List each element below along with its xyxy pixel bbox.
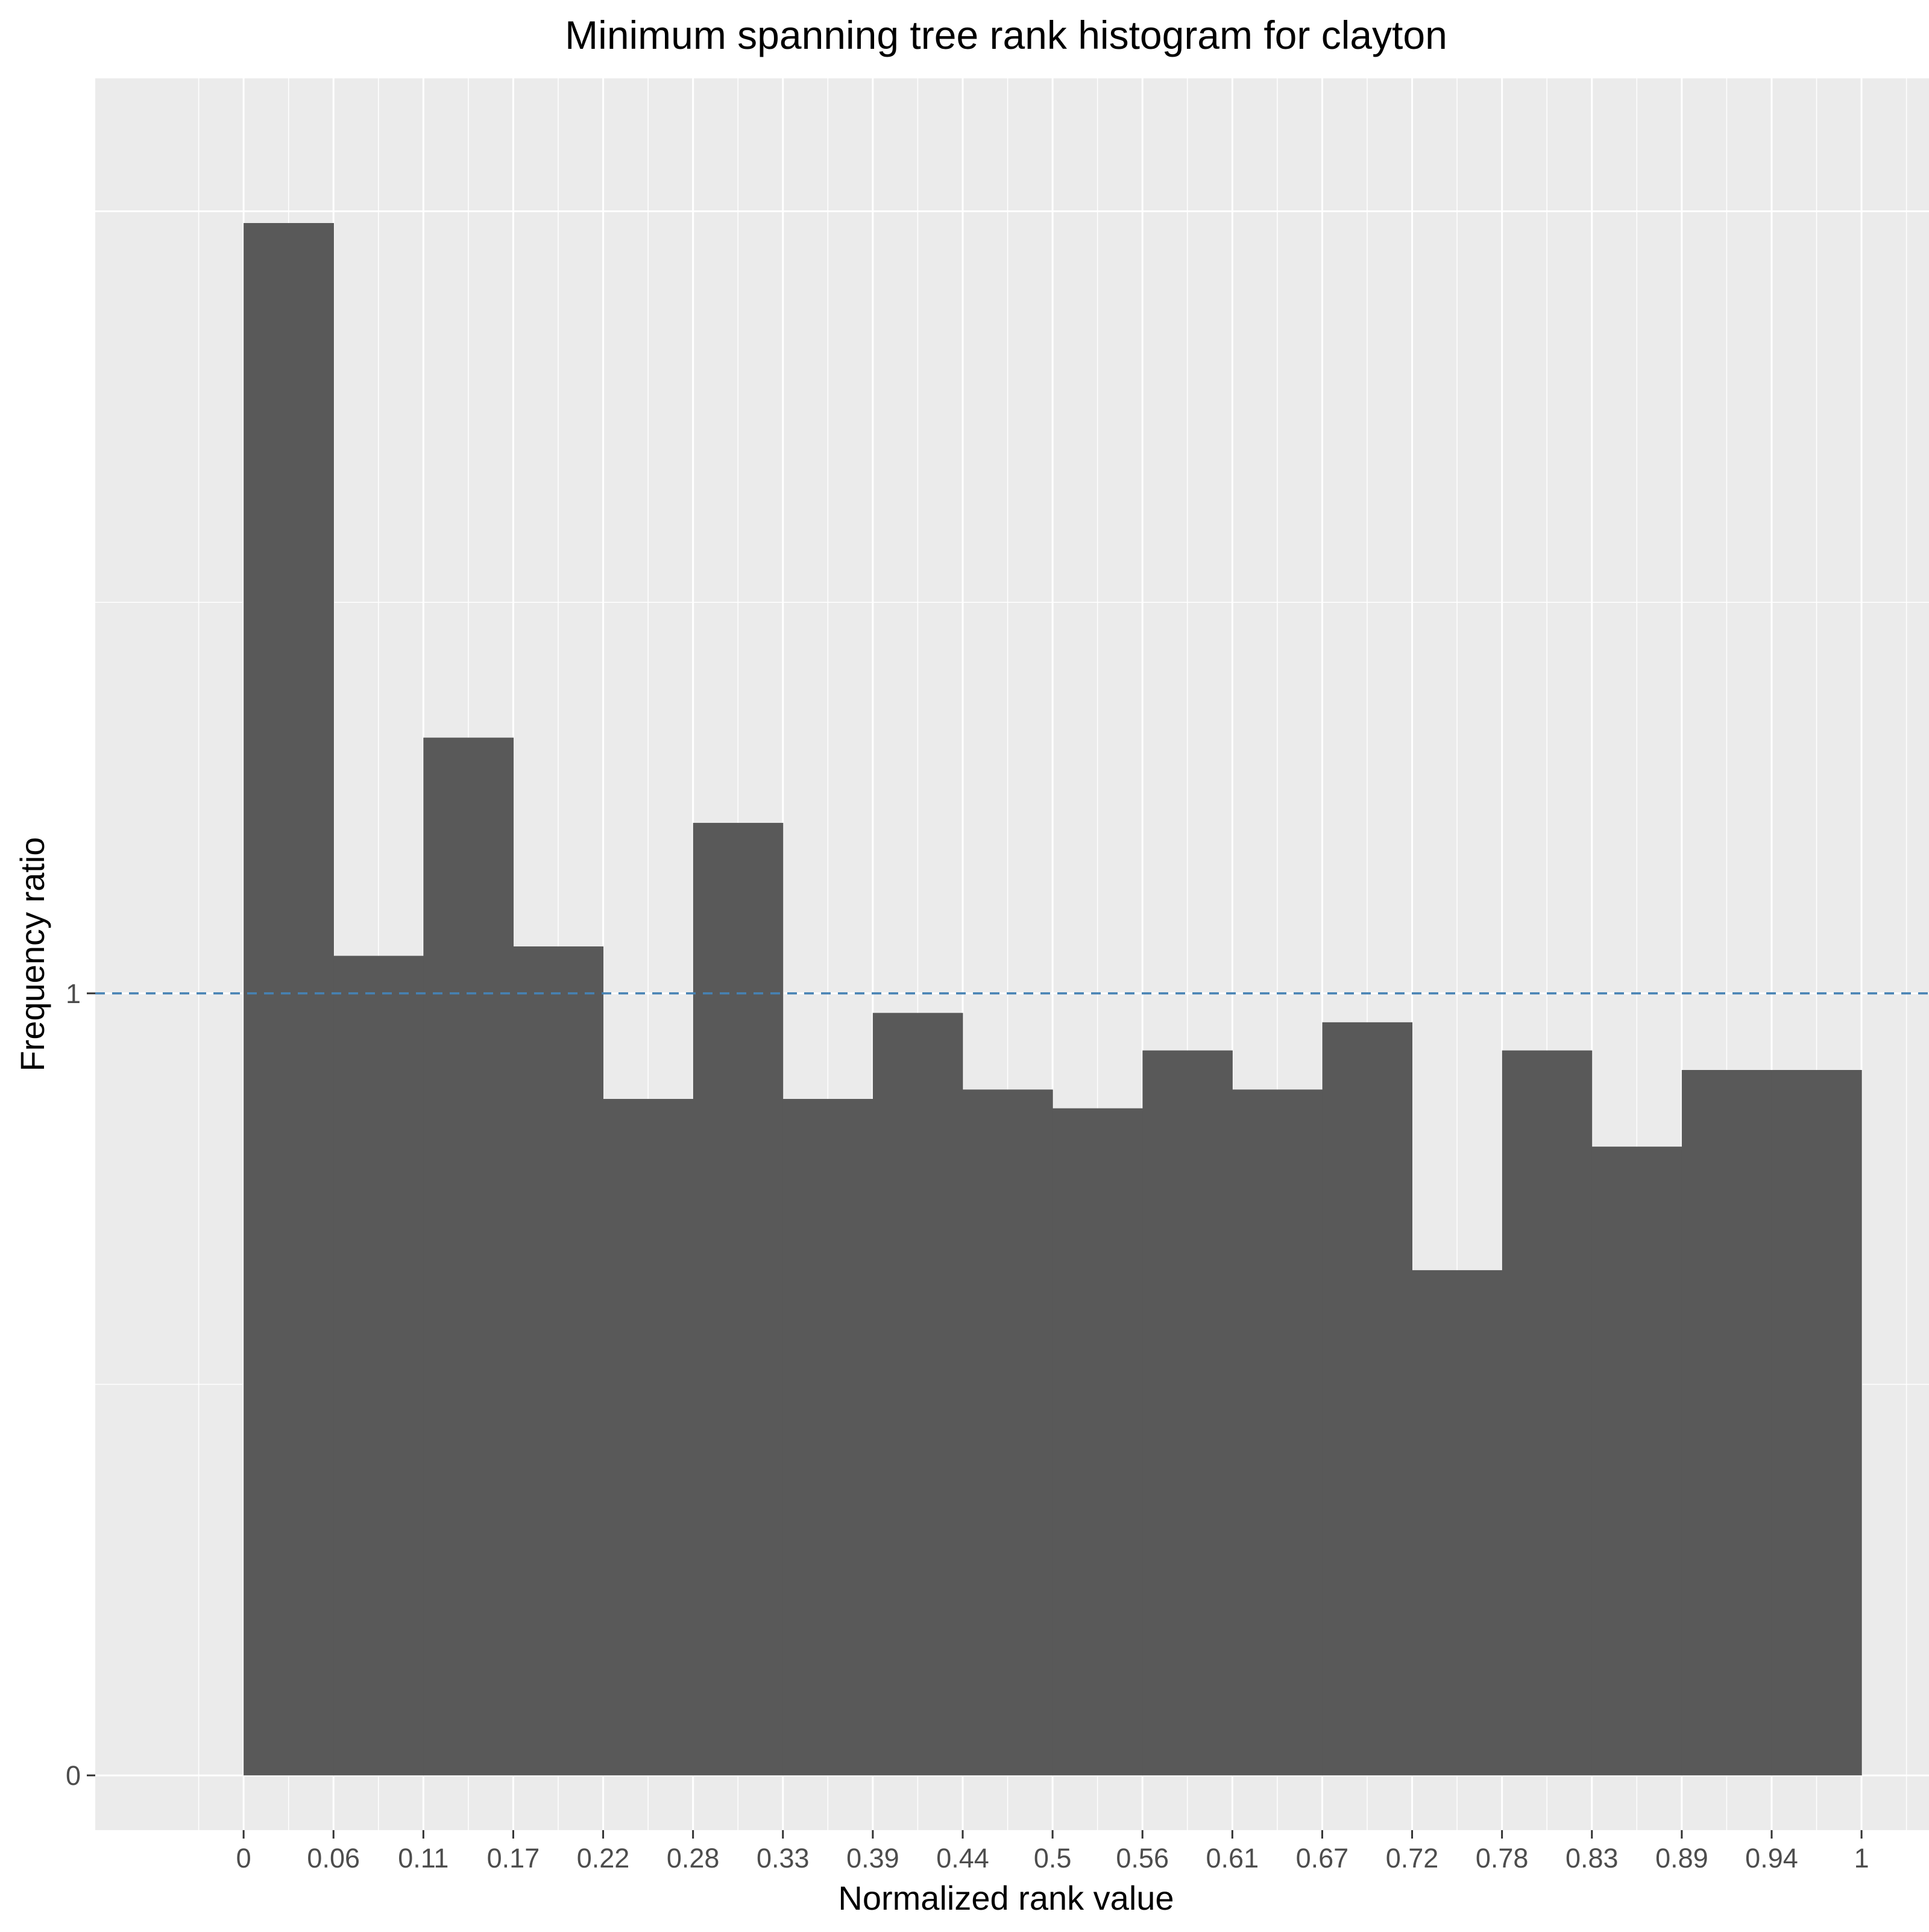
x-tick-label: 1 [1854, 1843, 1869, 1874]
histogram-bar [1591, 1147, 1682, 1776]
x-tick-label: 0 [236, 1843, 251, 1874]
chart-title: Minimum spanning tree rank histogram for… [565, 13, 1447, 57]
histogram-bar [1502, 1050, 1593, 1776]
histogram-bar [1053, 1108, 1143, 1776]
histogram-bar [603, 1099, 694, 1776]
x-tick-label: 0.78 [1476, 1843, 1529, 1874]
x-tick-label: 0.22 [577, 1843, 630, 1874]
x-tick-label: 0.94 [1745, 1843, 1798, 1874]
axes: 0 0.06 0.11 0.17 0.22 0.28 0.33 0.39 0.44 0.5 0.56… [66, 978, 1869, 1874]
x-tick-label: 0.67 [1296, 1843, 1349, 1874]
histogram-bar [1322, 1022, 1413, 1776]
histogram-bar [423, 737, 514, 1776]
x-tick-label: 0.61 [1206, 1843, 1259, 1874]
histogram-bar [693, 823, 784, 1776]
histogram-bar [513, 946, 604, 1776]
x-tick-label: 0.5 [1034, 1843, 1072, 1874]
histogram-bar [1232, 1089, 1323, 1776]
y-tick-label: 1 [66, 978, 81, 1009]
histogram-bar [1142, 1050, 1233, 1776]
x-tick-label: 0.17 [487, 1843, 540, 1874]
x-tick-label: 0.11 [398, 1843, 448, 1874]
histogram-bar [872, 1013, 963, 1776]
y-axis-title: Frequency ratio [13, 837, 51, 1071]
histogram-bar [962, 1089, 1053, 1776]
histogram-bar [1681, 1070, 1772, 1776]
x-tick-label: 0.33 [757, 1843, 810, 1874]
histogram-bar [244, 223, 334, 1776]
x-tick-label: 0.72 [1386, 1843, 1439, 1874]
histogram-bar [782, 1099, 873, 1776]
x-tick-label: 0.06 [307, 1843, 360, 1874]
histogram-bar [1771, 1070, 1862, 1776]
histogram-bar [1412, 1270, 1503, 1776]
x-tick-label: 0.39 [846, 1843, 899, 1874]
x-axis-title: Normalized rank value [838, 1879, 1174, 1917]
y-tick-label: 0 [66, 1760, 81, 1791]
x-tick-label: 0.28 [667, 1843, 720, 1874]
bars [244, 223, 1862, 1776]
histogram-bar [333, 955, 424, 1776]
x-tick-label: 0.83 [1566, 1843, 1619, 1874]
x-tick-label: 0.44 [936, 1843, 989, 1874]
x-tick-label: 0.56 [1116, 1843, 1169, 1874]
x-tick-label: 0.89 [1655, 1843, 1708, 1874]
